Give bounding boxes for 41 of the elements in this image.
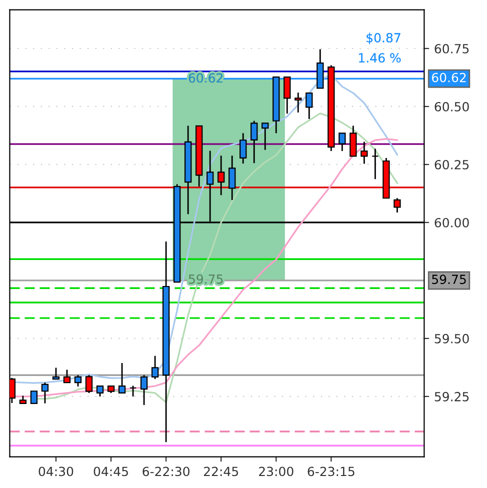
candlestick bbox=[294, 92, 302, 114]
candlestick bbox=[250, 120, 258, 164]
candlestick bbox=[118, 362, 126, 394]
x-tick-label: 6-23:15 bbox=[308, 466, 354, 476]
y-tick-label: 59.25 bbox=[434, 392, 469, 402]
candlestick bbox=[41, 382, 49, 404]
x-tick-label: 6-22:30 bbox=[142, 466, 190, 476]
annotation: $0.87 bbox=[366, 32, 400, 44]
x-tick-label: 22:45 bbox=[204, 466, 238, 476]
candlestick bbox=[85, 374, 93, 394]
candlestick bbox=[350, 125, 357, 157]
ref-line-label: 60.62 bbox=[432, 72, 466, 82]
candlestick bbox=[338, 132, 346, 152]
y-tick-label: 60.25 bbox=[434, 160, 469, 170]
candlestick bbox=[240, 132, 247, 164]
x-tick-label: 23:00 bbox=[259, 466, 294, 476]
ref-line-label: 59.75 bbox=[432, 274, 466, 284]
candlestick bbox=[262, 122, 269, 151]
annotation: 1.46 % bbox=[359, 53, 401, 63]
candlestick bbox=[129, 385, 137, 398]
candlestick bbox=[96, 385, 104, 398]
candlestick bbox=[52, 366, 60, 380]
y-tick-label: 60.75 bbox=[434, 44, 469, 54]
candlestick bbox=[151, 355, 159, 380]
candlestick bbox=[30, 390, 38, 404]
candlestick bbox=[218, 154, 225, 196]
x-tick-label: 04:45 bbox=[94, 466, 128, 476]
candlestick bbox=[140, 374, 148, 406]
x-tick-label: 04:30 bbox=[38, 466, 74, 476]
candlestick bbox=[306, 92, 313, 120]
candlestick bbox=[228, 154, 236, 201]
y-tick-label: 59.50 bbox=[434, 334, 469, 344]
candlestick bbox=[284, 76, 291, 114]
y-tick-label: 60.50 bbox=[434, 102, 469, 112]
candlestick bbox=[360, 141, 368, 164]
candlestick bbox=[394, 197, 401, 214]
candlestick bbox=[372, 148, 379, 180]
annotation: 60.62 bbox=[188, 73, 222, 83]
candlestick bbox=[63, 369, 71, 384]
y-tick-label: 60.00 bbox=[434, 218, 469, 228]
candlestick bbox=[74, 374, 82, 388]
